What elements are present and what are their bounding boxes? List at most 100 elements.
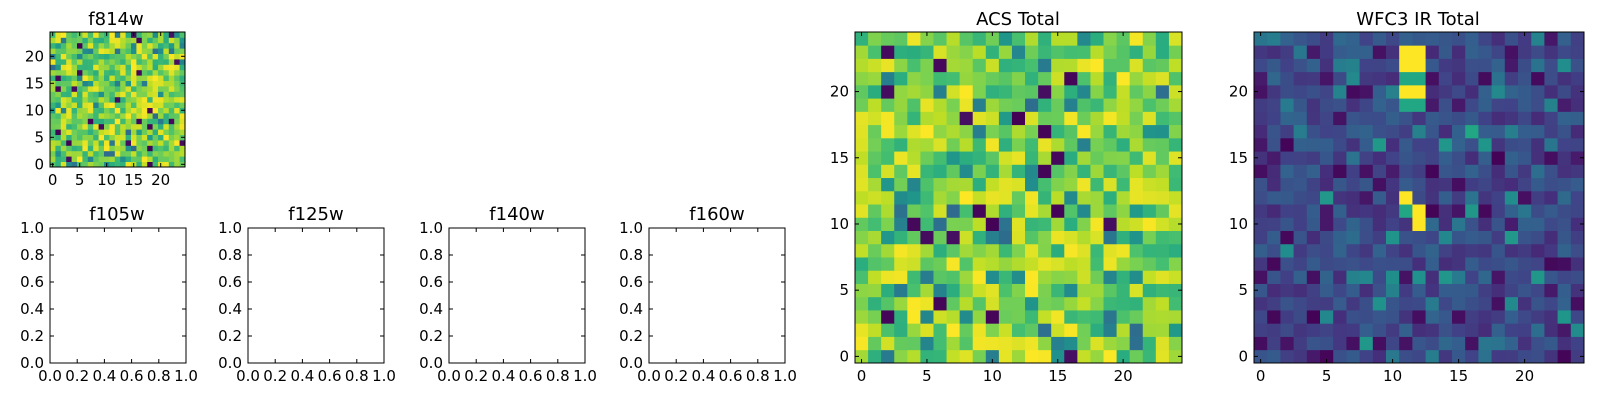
heatmap-cell [1038,204,1052,218]
heatmap-cell [1491,32,1506,46]
heatmap-cell [141,150,148,157]
heatmap-cell [114,37,121,44]
heatmap-cell [1465,257,1479,271]
heatmap-cell [179,91,186,98]
heatmap-cell [985,137,1000,152]
heatmap-cell [972,45,987,59]
heatmap-cell [174,129,180,135]
heatmap-cell [1025,204,1039,218]
y-tick-label: 5 [1238,281,1248,299]
heatmap-cell [158,69,164,76]
heatmap-cell [881,283,895,298]
heatmap-cell [114,86,121,92]
heatmap-cell [77,140,83,146]
heatmap-cell [1452,98,1466,112]
heatmap-cell [1544,217,1558,231]
heatmap-cell [98,150,105,157]
heatmap-cell [855,58,869,73]
heatmap-cell [120,53,126,60]
heatmap-cell [972,336,987,351]
heatmap-cell [1267,283,1281,298]
heatmap-cell [959,296,974,311]
heatmap-cell [1142,204,1157,218]
heatmap-cell [1306,270,1321,284]
heatmap-cell [1142,151,1157,165]
heatmap-cell [1168,243,1183,258]
heatmap-cell [71,129,78,135]
heatmap-cell [152,113,159,119]
heatmap-cell [959,323,974,337]
heatmap-cell [163,134,170,141]
y-tick-label: 0.2 [20,327,44,345]
heatmap-cell [158,129,164,135]
heatmap-cell [1155,137,1170,152]
heatmap-cell [998,310,1013,324]
heatmap-cell [1425,230,1440,245]
heatmap-cell [158,134,164,141]
heatmap-cell [1064,111,1078,126]
heatmap-cell [1399,111,1413,126]
heatmap-cell [1064,84,1078,99]
heatmap-cell [1570,124,1585,139]
y-tick-label: 0.8 [619,246,643,264]
heatmap-cell [1103,283,1117,298]
heatmap-cell [168,69,175,76]
heatmap-cell [1320,71,1334,86]
heatmap-cell [1155,257,1170,271]
heatmap-cell [66,118,72,125]
heatmap-cell [1504,204,1519,218]
heatmap-cell [946,243,961,258]
heatmap-cell [1254,177,1268,192]
heatmap-cell [1320,32,1334,46]
heatmap-cell [1129,217,1144,231]
heatmap-cell [82,80,89,87]
heatmap-cell [1478,190,1492,205]
heatmap-cell [163,48,170,54]
heatmap-cell [1025,257,1039,271]
heatmap-cell [66,32,72,38]
heatmap-cell [1320,190,1334,205]
heatmap-cell [972,151,987,165]
heatmap-cell [1116,230,1131,245]
heatmap-cell [168,145,175,152]
heatmap-cell [1465,111,1479,126]
heatmap-cell [1320,323,1334,337]
heatmap-cell [163,64,170,71]
heatmap-cell [1570,45,1585,59]
heatmap-cell [1103,296,1117,311]
heatmap-cell [120,32,126,38]
heatmap-cell [179,150,186,157]
heatmap-cell [77,113,83,119]
heatmap-cell [1168,230,1183,245]
heatmap-cell [1478,111,1492,126]
heatmap-cell [933,84,947,99]
heatmap-cell [1478,84,1492,99]
heatmap-cell [55,118,62,125]
heatmap-cell [168,91,175,98]
heatmap-cell [66,96,72,103]
heatmap-cell [1412,257,1426,271]
x-tick-label: 10 [1383,367,1402,385]
heatmap-cell [147,107,153,114]
heatmap-cell [1557,58,1572,73]
heatmap-cell [98,53,105,60]
heatmap-cell [179,64,186,71]
heatmap-cell [77,80,83,87]
heatmap-cell [141,156,148,162]
heatmap-cell [55,134,62,141]
heatmap-cell [1518,323,1532,337]
heatmap-cell [163,59,170,65]
heatmap-cell [141,91,148,98]
heatmap-cell [93,86,99,92]
heatmap-cell [985,204,1000,218]
heatmap-cell [1306,217,1321,231]
heatmap-cell [1116,283,1131,298]
heatmap-cell [98,37,105,44]
heatmap-cell [1116,151,1131,165]
heatmap-cell [163,102,170,108]
x-tick-label: 0.4 [92,367,116,385]
heatmap-cell [1267,190,1281,205]
y-tick-label: 10 [25,101,44,119]
heatmap-cell [93,140,99,146]
heatmap-cell [50,145,56,152]
